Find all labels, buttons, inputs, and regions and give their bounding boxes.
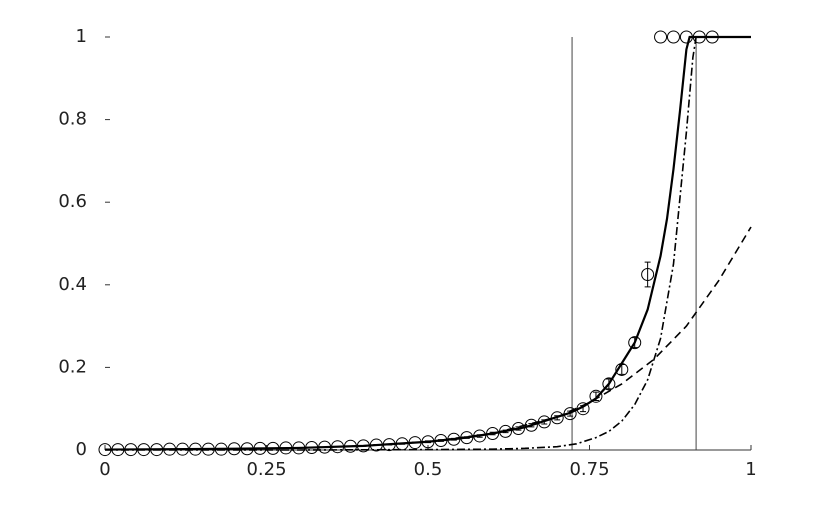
y-tick-label: 1 [76, 26, 87, 47]
y-tick-label: 0.6 [58, 191, 87, 212]
curve [105, 36, 751, 451]
data-point [666, 30, 680, 44]
x-tick-label: 0 [99, 459, 110, 480]
data-point [589, 389, 603, 403]
y-tick-label: 0.8 [58, 109, 87, 130]
data-point [602, 377, 616, 391]
y-tick-label: 0 [76, 439, 87, 460]
curve [104, 35, 751, 451]
data-point [654, 30, 668, 44]
curve [104, 226, 752, 451]
error-bar [644, 261, 651, 288]
x-tick-label: 1 [745, 459, 756, 480]
y-tick-label: 0.4 [58, 274, 87, 295]
x-tick-label: 0.25 [246, 459, 286, 480]
x-tick-label: 0.75 [569, 459, 609, 480]
data-point [628, 336, 642, 350]
data-point [641, 267, 655, 281]
x-tick-label: 0.5 [414, 459, 443, 480]
y-tick-label: 0.2 [58, 356, 87, 377]
